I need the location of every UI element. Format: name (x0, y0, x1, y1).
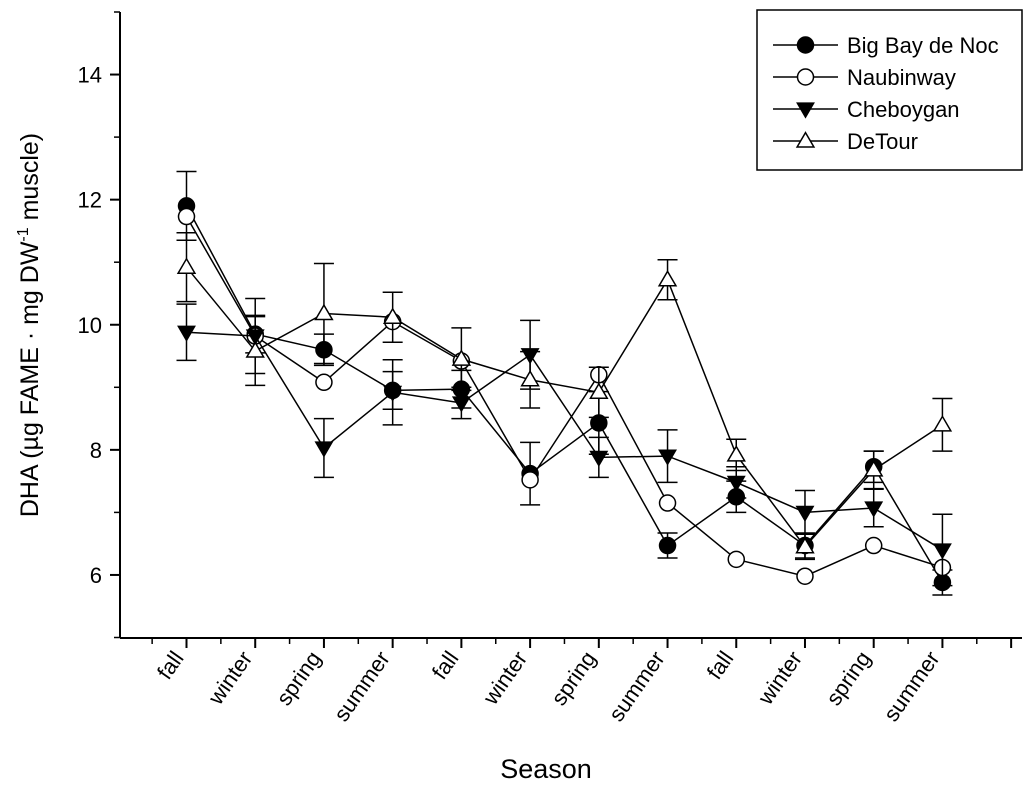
y-tick-label: 6 (90, 563, 102, 588)
x-tick-label: winter (752, 647, 807, 710)
data-point (864, 536, 883, 555)
x-tick-label: spring (821, 647, 876, 710)
data-point (589, 450, 609, 467)
legend-item: Cheboygan (773, 97, 960, 122)
series-detour (176, 232, 953, 561)
data-point (657, 269, 678, 287)
data-point (314, 303, 334, 321)
data-point (315, 373, 333, 392)
data-point (726, 475, 746, 492)
legend: Big Bay de Noc Naubinway Cheboygan DeTour (756, 9, 1023, 171)
data-point (932, 414, 953, 432)
x-tick-label: summer (329, 647, 395, 726)
data-point (176, 257, 197, 274)
data-point (521, 471, 539, 489)
data-point (451, 396, 471, 413)
y-tick-label: 8 (90, 438, 102, 463)
data-point (589, 382, 609, 400)
y-axis-label-end: muscle) (16, 133, 44, 227)
legend-label: Cheboygan (847, 97, 960, 122)
data-point (795, 536, 815, 554)
data-point (795, 131, 816, 148)
y-axis-label-superscript: -1 (15, 227, 32, 241)
data-point (245, 341, 265, 358)
data-point (795, 505, 815, 522)
data-point (451, 349, 472, 366)
y-axis-label: DHA (µg FAME · mg DW-1 muscle) (15, 133, 44, 517)
series-line (185, 266, 943, 548)
x-tick-label: summer (878, 647, 944, 726)
legend-item: Big Bay de Noc (773, 33, 999, 58)
x-tick-label: fall (427, 647, 464, 684)
series-line (185, 205, 944, 583)
x-axis-label: Season (500, 754, 592, 784)
data-point (864, 501, 884, 518)
series-naubinway (177, 207, 952, 585)
y-tick-label: 14 (78, 63, 102, 88)
data-point (383, 385, 403, 402)
data-point (314, 441, 334, 458)
data-point (382, 307, 403, 324)
y-tick-label: 10 (78, 313, 102, 338)
legend-label: Big Bay de Noc (847, 33, 999, 58)
series-big-bay-de-noc (176, 170, 953, 596)
data-point (726, 444, 746, 462)
data-point (658, 494, 677, 512)
x-tick-label: spring (271, 647, 326, 710)
x-tick-label: fall (702, 647, 739, 684)
x-tick-label: fall (152, 647, 189, 684)
data-point (520, 369, 540, 387)
data-point (727, 550, 746, 569)
data-point (796, 36, 815, 54)
data-point (658, 536, 677, 555)
data-point (177, 207, 196, 226)
series-layer (176, 170, 953, 596)
data-point (863, 459, 884, 477)
x-tick-label: winter (477, 647, 532, 710)
legend-item: DeTour (773, 129, 918, 154)
data-point (932, 543, 952, 560)
x-tick-label: summer (604, 647, 670, 726)
data-point (658, 449, 677, 466)
data-point (796, 102, 815, 119)
legend-item: Naubinway (773, 65, 956, 90)
x-tick-label: spring (546, 647, 601, 710)
data-point (796, 68, 815, 86)
legend-label: DeTour (847, 129, 918, 154)
legend-label: Naubinway (847, 65, 956, 90)
x-tick-label: winter (203, 647, 258, 710)
series-line (185, 216, 943, 577)
data-point (177, 325, 196, 342)
series-cheboygan (176, 297, 953, 587)
data-point (796, 567, 814, 585)
y-axis-label-main: DHA (µg FAME · mg DW (16, 241, 44, 517)
series-line (186, 331, 943, 551)
y-tick-label: 12 (78, 188, 102, 213)
